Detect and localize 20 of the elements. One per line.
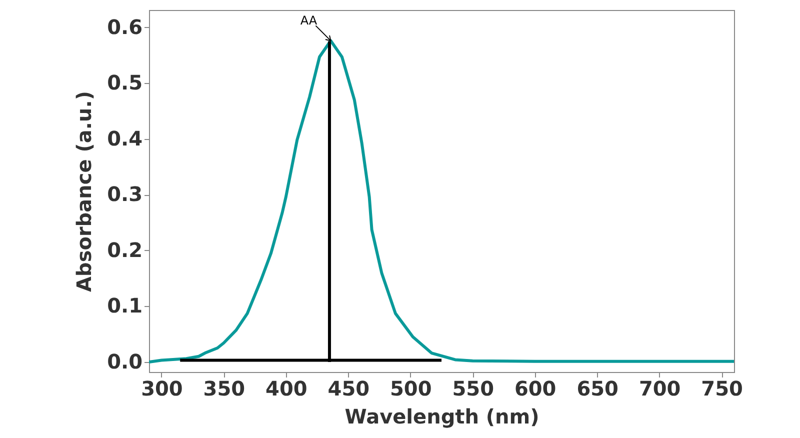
x-tick-label: 450 xyxy=(328,376,370,400)
x-tick-label: 550 xyxy=(452,376,494,400)
x-tick-label: 650 xyxy=(576,376,618,400)
y-tick-label: 0.4 xyxy=(107,126,142,150)
x-tick-label: 750 xyxy=(701,376,743,400)
y-tick-label: 0.5 xyxy=(107,70,142,95)
annotation: AA xyxy=(300,14,318,28)
y-tick-label: 0.1 xyxy=(107,294,142,318)
y-axis-title: Absorbance (a.u.) xyxy=(72,91,96,292)
x-axis-title: Wavelength (nm) xyxy=(344,404,540,428)
x-tick-label: 600 xyxy=(514,376,556,400)
x-tick-label: 300 xyxy=(141,376,183,400)
x-tick-label: 500 xyxy=(390,376,432,400)
y-tick-label: 0.3 xyxy=(107,182,142,206)
x-tick-label: 700 xyxy=(638,376,681,400)
y-tick-label: 0.6 xyxy=(107,14,142,39)
y-tick-label: 0.0 xyxy=(107,349,142,374)
x-tick-label: 400 xyxy=(266,376,308,400)
y-tick-label: 0.2 xyxy=(107,238,142,262)
x-tick-label: 350 xyxy=(203,376,246,400)
